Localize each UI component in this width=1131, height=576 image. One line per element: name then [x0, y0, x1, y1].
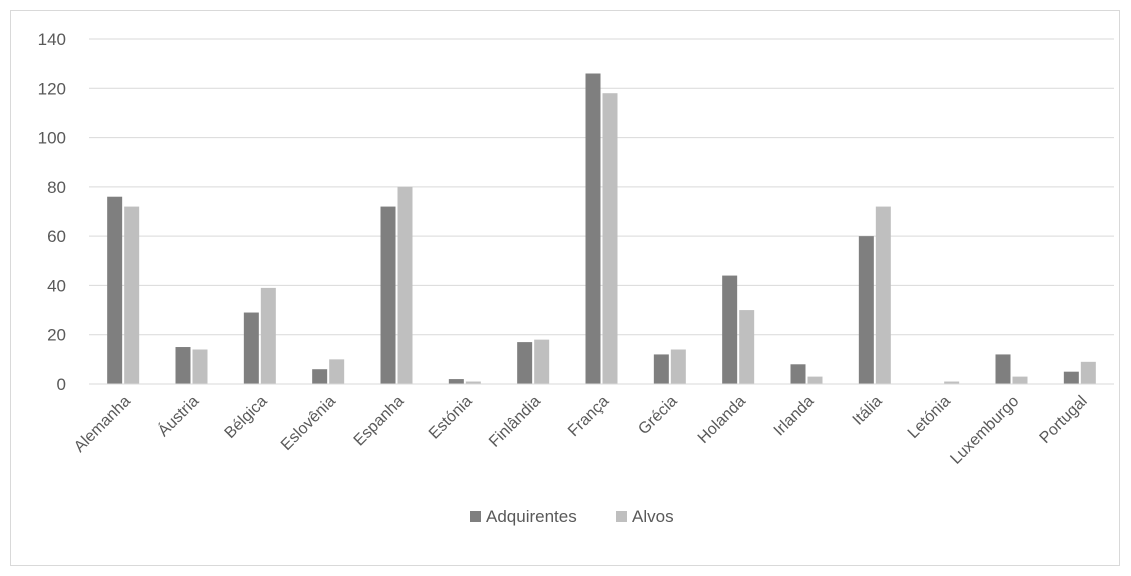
- y-tick-label: 40: [47, 276, 66, 295]
- y-tick-label: 20: [47, 326, 66, 345]
- y-tick-label: 80: [47, 178, 66, 197]
- legend-item-alvos: Alvos: [616, 507, 674, 526]
- x-category-label: Eslovênia: [278, 393, 339, 454]
- bar-alvos-12: [875, 206, 891, 384]
- x-category-label: Holanda: [695, 393, 749, 447]
- x-category-label: Itália: [850, 393, 886, 429]
- y-tick-label: 60: [47, 227, 66, 246]
- bar-adquirentes-8: [585, 73, 601, 384]
- bar-alvos-3: [260, 287, 276, 384]
- x-category-label: Grécia: [635, 393, 680, 438]
- bar-alvos-2: [192, 349, 208, 384]
- bar-adquirentes-2: [175, 347, 191, 384]
- legend-label-adquirentes: Adquirentes: [486, 507, 577, 526]
- bars: [107, 73, 1096, 384]
- legend-label-alvos: Alvos: [632, 507, 674, 526]
- x-category-label: Áustria: [154, 391, 203, 440]
- bar-alvos-1: [124, 206, 140, 384]
- bar-alvos-14: [1012, 376, 1028, 384]
- bar-alvos-8: [602, 93, 618, 384]
- bar-adquirentes-14: [995, 354, 1011, 384]
- bar-alvos-7: [534, 339, 550, 384]
- x-category-label: Espanha: [351, 393, 408, 450]
- bar-alvos-5: [397, 186, 413, 384]
- bar-adquirentes-7: [517, 342, 533, 384]
- x-axis-labels: Alemanha Áustria Bélgica Eslovênia Espanha Es…: [71, 391, 1091, 467]
- bar-adquirentes-9: [653, 354, 669, 384]
- y-tick-label: 140: [38, 30, 66, 49]
- x-category-label: França: [565, 393, 612, 440]
- y-axis-ticks: 0 20 40 60 80 100 120 140: [38, 30, 66, 394]
- bar-alvos-4: [329, 359, 345, 384]
- bar-adquirentes-11: [790, 364, 806, 384]
- x-category-label: Finlândia: [486, 393, 544, 451]
- legend-item-adquirentes: Adquirentes: [470, 507, 577, 526]
- x-category-label: Letónia: [905, 393, 954, 442]
- bar-alvos-11: [807, 376, 823, 384]
- bar-adquirentes-15: [1063, 371, 1079, 384]
- bar-adquirentes-1: [107, 196, 123, 384]
- bar-alvos-10: [739, 310, 755, 384]
- x-category-label: Portugal: [1037, 393, 1091, 447]
- bar-adquirentes-3: [243, 312, 259, 384]
- gridlines: [89, 38, 1114, 336]
- y-tick-label: 0: [57, 375, 66, 394]
- bar-alvos-6: [465, 381, 481, 384]
- legend: Adquirentes Alvos: [470, 507, 674, 526]
- y-tick-label: 100: [38, 129, 66, 148]
- chart-frame: [10, 10, 1120, 566]
- legend-swatch-adquirentes: [470, 511, 481, 522]
- bar-adquirentes-4: [312, 369, 328, 384]
- x-category-label: Bélgica: [222, 393, 271, 442]
- y-tick-label: 120: [38, 79, 66, 98]
- bar-alvos-9: [670, 349, 686, 384]
- x-category-label: Luxemburgo: [947, 393, 1022, 468]
- legend-swatch-alvos: [616, 511, 627, 522]
- bar-adquirentes-12: [858, 236, 874, 384]
- x-category-label: Estónia: [426, 393, 476, 443]
- bar-alvos-15: [1080, 361, 1096, 384]
- x-category-label: Irlanda: [771, 393, 818, 440]
- bar-adquirentes-5: [380, 206, 396, 384]
- bar-alvos-13: [944, 381, 960, 384]
- x-category-label: Alemanha: [71, 393, 134, 456]
- bar-adquirentes-6: [448, 379, 464, 384]
- bar-adquirentes-10: [722, 275, 738, 384]
